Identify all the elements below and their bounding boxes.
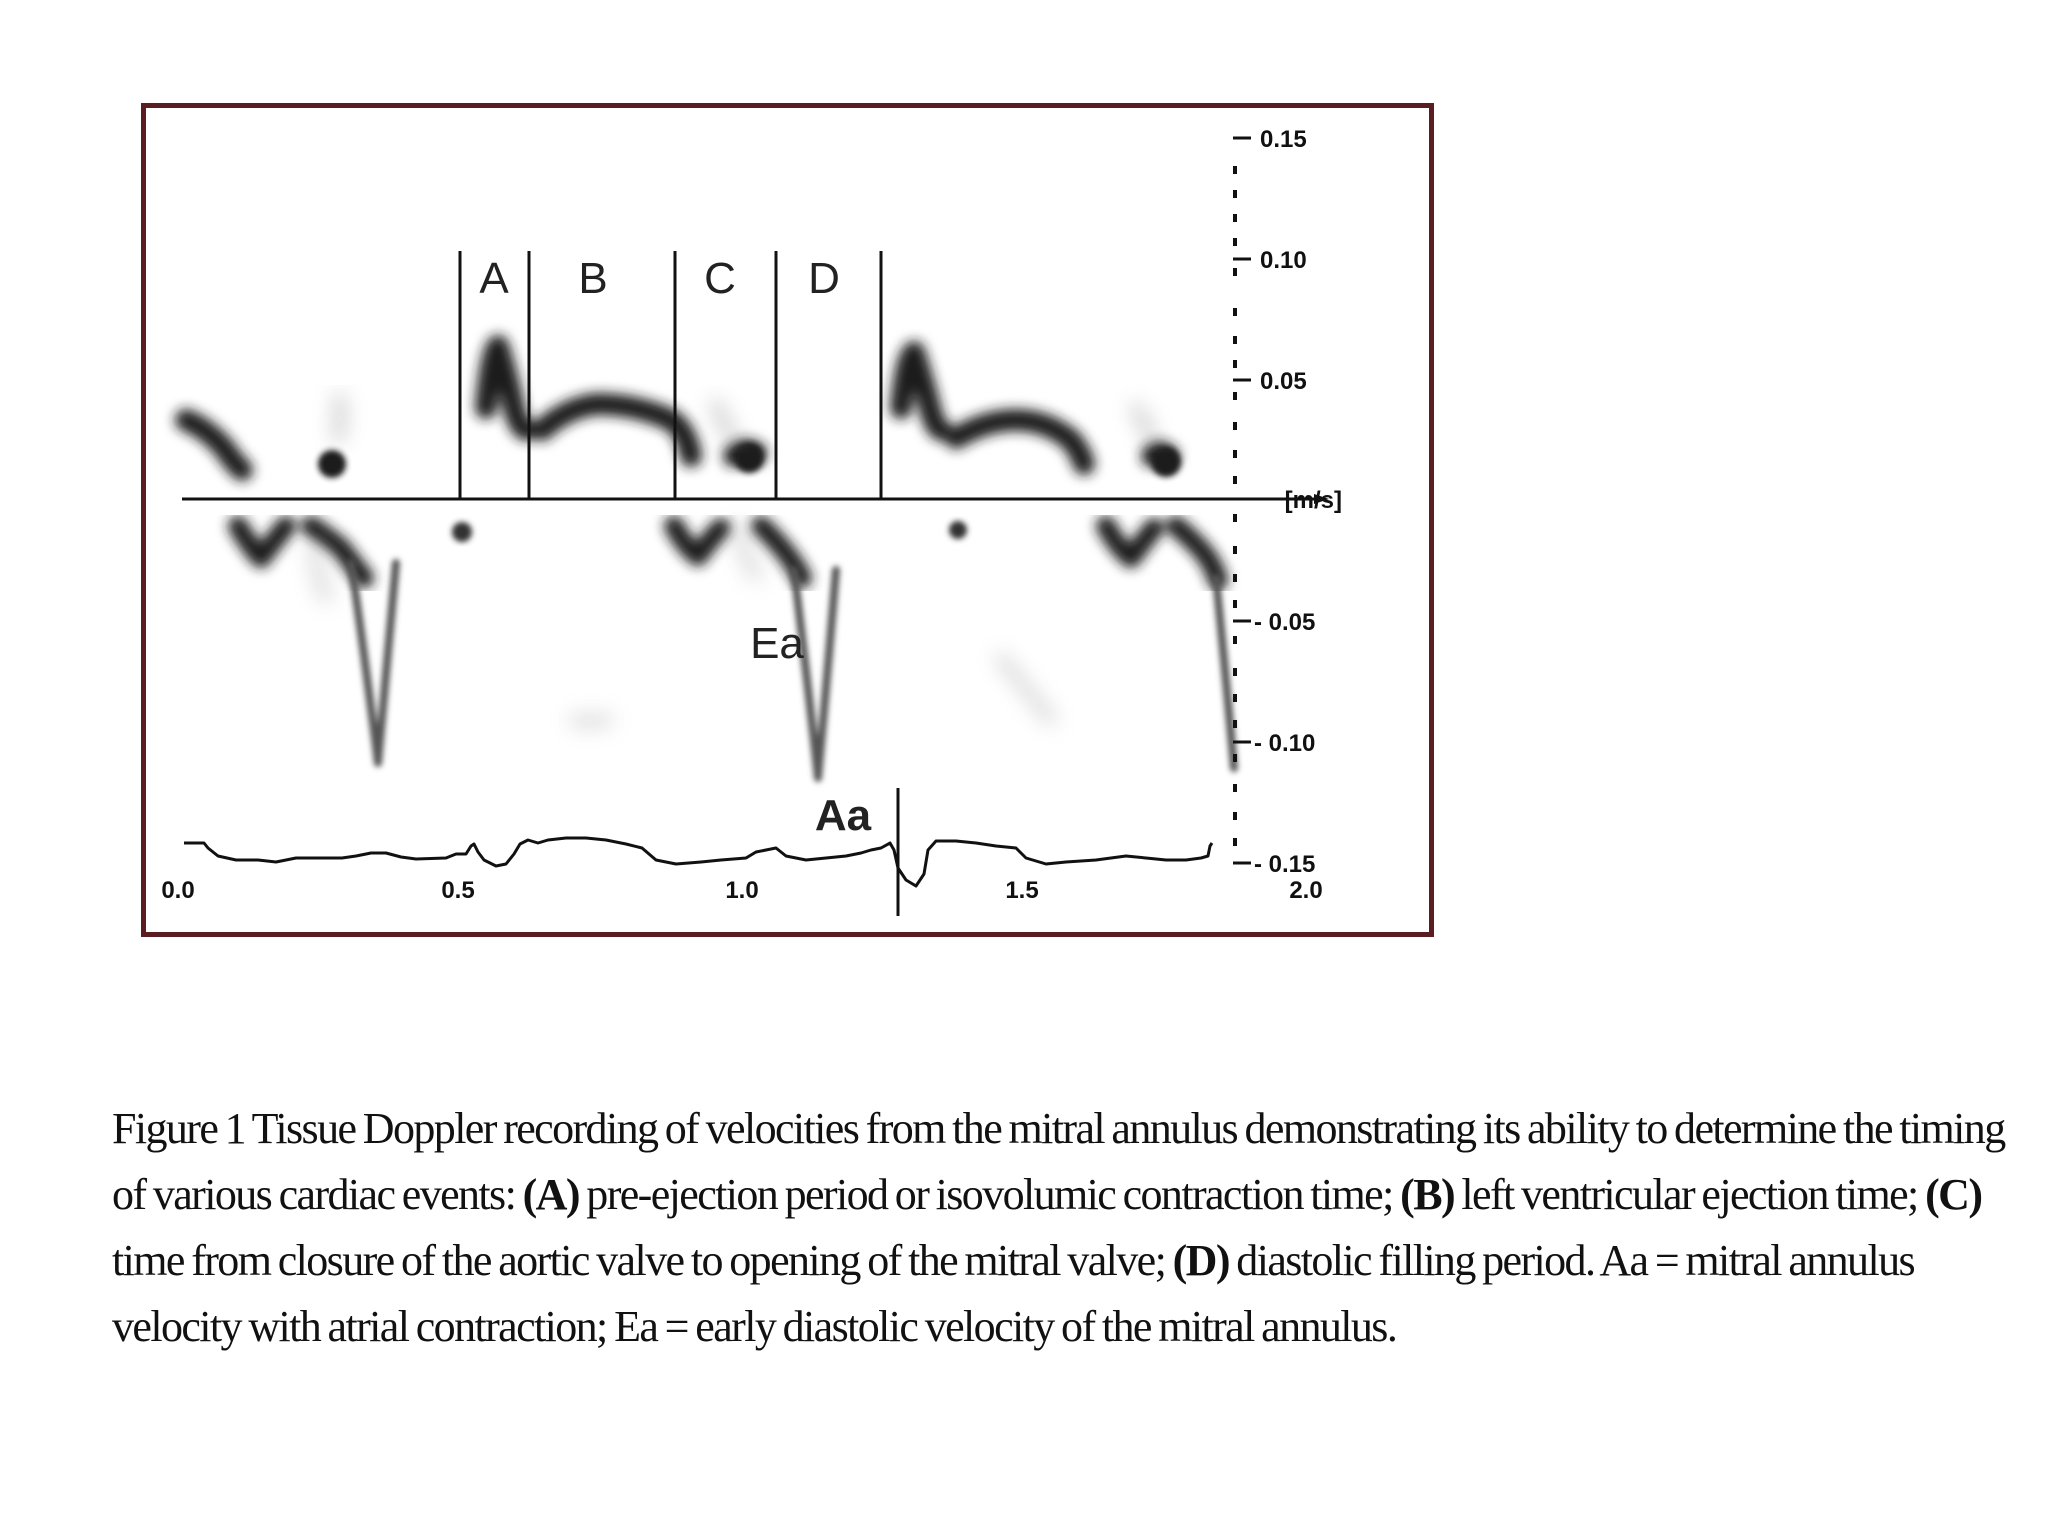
caption-label-b: (B) (1400, 1170, 1455, 1219)
axis-minor-tick (1233, 392, 1237, 400)
doppler-wave (531, 393, 702, 467)
doppler-wave (790, 566, 840, 782)
y-tick-label: 0.15 (1260, 126, 1307, 153)
caption-label-a: (A) (522, 1170, 581, 1219)
axis-minor-tick (1233, 668, 1237, 676)
doppler-wave (309, 538, 331, 603)
axis-minor-tick (1233, 694, 1237, 702)
baseline-arrow (1314, 494, 1329, 504)
y-tick-label: - 0.15 (1254, 851, 1315, 878)
axis-minor-tick (1233, 190, 1237, 198)
axis-minor-tick (1233, 214, 1237, 222)
x-tick-label: 0.5 (441, 877, 474, 904)
axis-minor-tick (1233, 238, 1237, 246)
x-tick-label: 1.5 (1005, 877, 1038, 904)
x-tick-label: 1.0 (725, 877, 758, 904)
axis-minor-tick (1233, 360, 1237, 368)
doppler-wave (1131, 403, 1157, 445)
axis-minor-tick (1233, 600, 1237, 608)
axis-minor-tick (1233, 476, 1237, 484)
interval-markers (458, 251, 883, 499)
interval-label-b: B (578, 254, 607, 303)
caption-label-d: (D) (1172, 1236, 1231, 1285)
doppler-wave (945, 409, 1095, 475)
caption-text-d: diastolic filling period. Aa = mitral an… (112, 1236, 1916, 1351)
axis-minor-tick (1233, 636, 1237, 644)
time-axis: 0.0 0.5 1.0 1.5 2.0 (161, 877, 1322, 904)
axis-minor-tick (1233, 546, 1237, 554)
doppler-wave (452, 522, 472, 542)
axis-minor-tick (1233, 422, 1237, 430)
doppler-wave (733, 523, 761, 581)
doppler-wave (751, 516, 812, 588)
interval-label-a: A (479, 254, 509, 303)
caption-label-c: (C) (1925, 1170, 1983, 1219)
y-tick-label: - 0.10 (1254, 730, 1315, 757)
axis-minor-tick (1233, 838, 1237, 846)
doppler-signal (175, 335, 1181, 481)
axis-minor-tick (1233, 784, 1237, 792)
doppler-wave (996, 653, 1056, 725)
interval-label-c: C (704, 254, 736, 303)
doppler-wave (734, 443, 764, 473)
doppler-figure: A B C D Ea Aa (141, 103, 1434, 937)
y-tick-label: 0.10 (1260, 247, 1307, 274)
caption-text-a: pre-ejection period or isovolumic contra… (578, 1170, 1401, 1219)
interval-label-d: D (808, 254, 840, 303)
axis-minor-tick (1233, 574, 1237, 582)
doppler-signal-negative (228, 516, 1238, 782)
doppler-wave (1151, 447, 1181, 477)
velocity-axis: 0.15 0.10 0.05 [m/s] - 0.05 - 0.10 - 0.1… (1233, 126, 1342, 878)
axis-minor-tick (1233, 166, 1237, 174)
axis-minor-tick (1233, 754, 1237, 762)
caption-text-b: left ventricular ejection time; (1454, 1170, 1926, 1219)
x-tick-label: 2.0 (1289, 877, 1322, 904)
doppler-wave (664, 516, 731, 566)
doppler-wave (1166, 516, 1228, 590)
doppler-wave (949, 521, 967, 539)
doppler-wave (318, 450, 346, 478)
doppler-wave (333, 393, 346, 443)
doppler-wave (475, 335, 537, 441)
doppler-wave (347, 559, 400, 767)
doppler-wave (569, 715, 613, 727)
x-tick-label: 0.0 (161, 877, 194, 904)
doppler-wave (175, 409, 253, 481)
doppler-recording: A B C D Ea Aa (161, 126, 1342, 916)
y-tick-label: - 0.05 (1254, 609, 1315, 636)
caption-lead: Figure 1 Tissue Doppler recording of vel… (112, 1104, 2006, 1219)
axis-minor-tick (1233, 514, 1237, 522)
ecg-trace (184, 836, 1214, 888)
ea-label: Ea (750, 619, 804, 668)
y-axis-unit: [m/s] (1285, 487, 1342, 514)
doppler-wave (301, 516, 374, 588)
y-tick-label: 0.05 (1260, 368, 1307, 395)
figure-caption: Figure 1 Tissue Doppler recording of vel… (112, 1096, 2012, 1360)
doppler-wave (228, 516, 296, 568)
axis-minor-tick (1233, 720, 1237, 728)
doppler-wave (1212, 574, 1238, 772)
axis-minor-tick (1233, 268, 1237, 276)
doppler-wave (1096, 516, 1164, 568)
aa-label: Aa (815, 791, 872, 840)
axis-minor-tick (1233, 336, 1237, 344)
doppler-wave (711, 399, 739, 445)
axis-minor-tick (1233, 812, 1237, 820)
axis-minor-tick (1233, 450, 1237, 458)
doppler-wave (890, 341, 952, 441)
axis-minor-tick (1233, 308, 1237, 316)
caption-text-c: time from closure of the aortic valve to… (112, 1236, 1173, 1285)
